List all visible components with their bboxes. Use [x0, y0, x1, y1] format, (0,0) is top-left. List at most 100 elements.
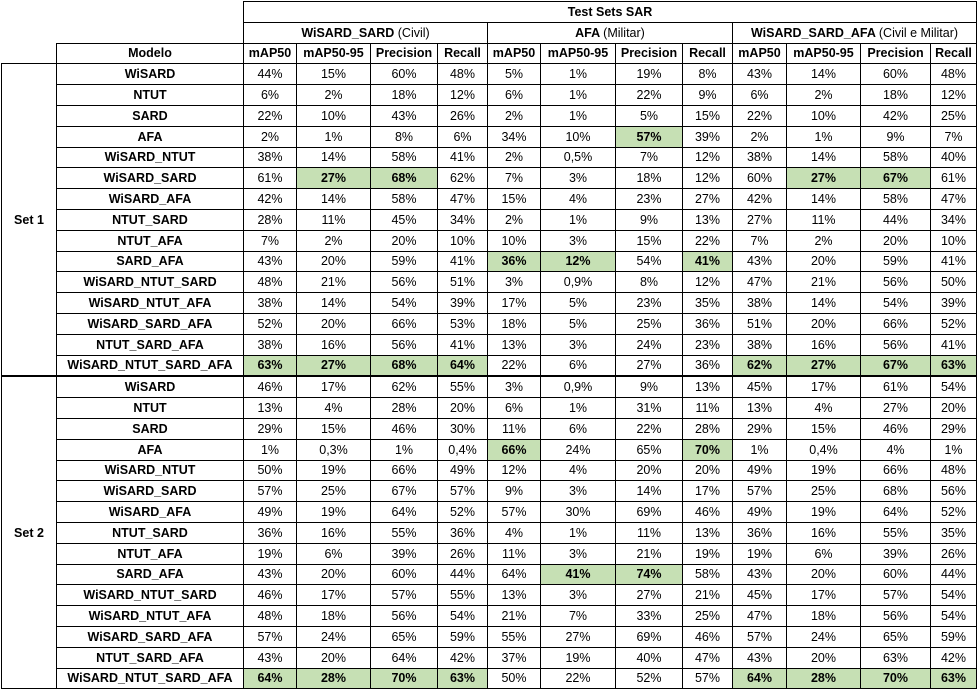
- metric-value: 36%: [243, 521, 297, 544]
- metric-value: 50%: [929, 271, 977, 294]
- metric-value: 21%: [615, 542, 683, 565]
- metric-value: 52%: [929, 501, 977, 523]
- metric-value: 2%: [487, 104, 541, 127]
- metric-value: 49%: [243, 501, 297, 523]
- metric-value: 25%: [929, 104, 977, 127]
- metric-value: 41%: [437, 250, 488, 273]
- model-name: NTUT_SARD: [56, 521, 244, 544]
- metric-value: 14%: [786, 292, 861, 314]
- metric-value: 39%: [370, 542, 438, 565]
- model-name: WiSARD_NTUT_AFA: [56, 605, 244, 627]
- model-name: WiSARD_NTUT_SARD_AFA: [56, 667, 244, 690]
- metric-value: 54%: [370, 292, 438, 314]
- table-row: WiSARD_AFA 49% 19% 64% 52% 57% 30% 69% 46% 49% 19%…: [2, 501, 977, 523]
- metric-value: 30%: [540, 501, 616, 523]
- metric-value: 24%: [540, 438, 616, 461]
- metric-value: 4%: [487, 521, 541, 544]
- model-name: NTUT_SARD: [56, 208, 244, 231]
- table-row: WiSARD_NTUT_AFA 38% 14% 54% 39% 17% 5% 23% 35% 38…: [2, 292, 977, 314]
- metric-value: 64%: [437, 354, 488, 377]
- metric-value: 40%: [929, 146, 977, 169]
- metric-value: 64%: [860, 501, 931, 523]
- metric-value: 6%: [296, 542, 371, 565]
- metric-value: 60%: [370, 63, 438, 86]
- metric-value: 15%: [615, 229, 683, 252]
- metric-value: 8%: [370, 125, 438, 148]
- metric-value: 25%: [615, 312, 683, 335]
- metric-value: 36%: [732, 521, 787, 544]
- metric-value: 43%: [732, 646, 787, 669]
- metric-header: mAP50-95: [786, 42, 861, 65]
- metric-value: 39%: [437, 292, 488, 314]
- metric-value: 62%: [370, 375, 438, 399]
- metric-value: 18%: [487, 312, 541, 335]
- metric-value: 52%: [437, 501, 488, 523]
- metric-header: Recall: [437, 42, 488, 65]
- metric-header: Precision: [370, 42, 438, 65]
- metric-value: 56%: [860, 605, 931, 627]
- metric-value: 6%: [540, 354, 616, 377]
- metric-value: 17%: [786, 375, 861, 399]
- metric-value: 18%: [786, 605, 861, 627]
- metric-value: 70%: [370, 667, 438, 690]
- metric-value: 2%: [296, 229, 371, 252]
- metric-value: 65%: [615, 438, 683, 461]
- metric-value: 1%: [540, 84, 616, 106]
- metric-value: 14%: [296, 188, 371, 210]
- metric-value: 27%: [682, 188, 733, 210]
- metric-value: 23%: [615, 188, 683, 210]
- metric-value: 9%: [487, 480, 541, 503]
- set-label: Set 2: [1, 375, 57, 690]
- metric-value: 17%: [487, 292, 541, 314]
- metric-value: 54%: [615, 250, 683, 273]
- metric-value: 22%: [540, 667, 616, 690]
- metric-value: 5%: [540, 312, 616, 335]
- metric-value: 3%: [540, 480, 616, 503]
- metric-value: 7%: [540, 605, 616, 627]
- metric-value: 0,4%: [437, 438, 488, 461]
- metric-value: 11%: [296, 208, 371, 231]
- metric-value: 17%: [296, 584, 371, 607]
- metric-value: 15%: [296, 417, 371, 440]
- metric-value: 49%: [732, 459, 787, 482]
- model-name: WiSARD_NTUT_AFA: [56, 292, 244, 314]
- metric-value: 29%: [732, 417, 787, 440]
- metric-value: 66%: [487, 438, 541, 461]
- metric-value: 1%: [786, 125, 861, 148]
- model-name: NTUT_SARD_AFA: [56, 646, 244, 669]
- metric-value: 36%: [437, 521, 488, 544]
- table-row: WiSARD_NTUT_SARD_AFA 64% 28% 70% 63% 50% 22% 52…: [2, 667, 977, 690]
- metric-value: 31%: [615, 397, 683, 419]
- metric-value: 9%: [615, 208, 683, 231]
- metric-header: Recall: [682, 42, 733, 65]
- metric-value: 52%: [615, 667, 683, 690]
- metric-value: 4%: [296, 397, 371, 419]
- metric-value: 22%: [682, 229, 733, 252]
- metric-value: 62%: [437, 167, 488, 190]
- metric-value: 25%: [296, 480, 371, 503]
- metric-value: 44%: [243, 63, 297, 86]
- metric-value: 48%: [929, 459, 977, 482]
- metric-value: 2%: [243, 125, 297, 148]
- metric-value: 39%: [929, 292, 977, 314]
- table-row: NTUT_SARD 28% 11% 45% 34% 2% 1% 9% 13% 27% 11% 44% 3…: [2, 208, 977, 231]
- model-name: WiSARD_AFA: [56, 188, 244, 210]
- metric-value: 27%: [296, 167, 371, 190]
- metric-value: 48%: [243, 605, 297, 627]
- metric-value: 3%: [540, 167, 616, 190]
- metric-value: 65%: [370, 625, 438, 648]
- metric-value: 4%: [540, 459, 616, 482]
- metric-value: 14%: [786, 63, 861, 86]
- metric-value: 55%: [437, 584, 488, 607]
- metric-value: 50%: [487, 667, 541, 690]
- metric-value: 41%: [929, 250, 977, 273]
- metric-value: 36%: [682, 354, 733, 377]
- metric-value: 27%: [615, 584, 683, 607]
- metric-value: 6%: [487, 84, 541, 106]
- metric-value: 55%: [370, 521, 438, 544]
- table-row: SARD 29% 15% 46% 30% 11% 6% 22% 28% 29% 15% 46% 29%: [2, 417, 977, 440]
- metric-value: 28%: [786, 667, 861, 690]
- metric-value: 41%: [437, 333, 488, 356]
- metric-value: 24%: [296, 625, 371, 648]
- metric-value: 16%: [786, 333, 861, 356]
